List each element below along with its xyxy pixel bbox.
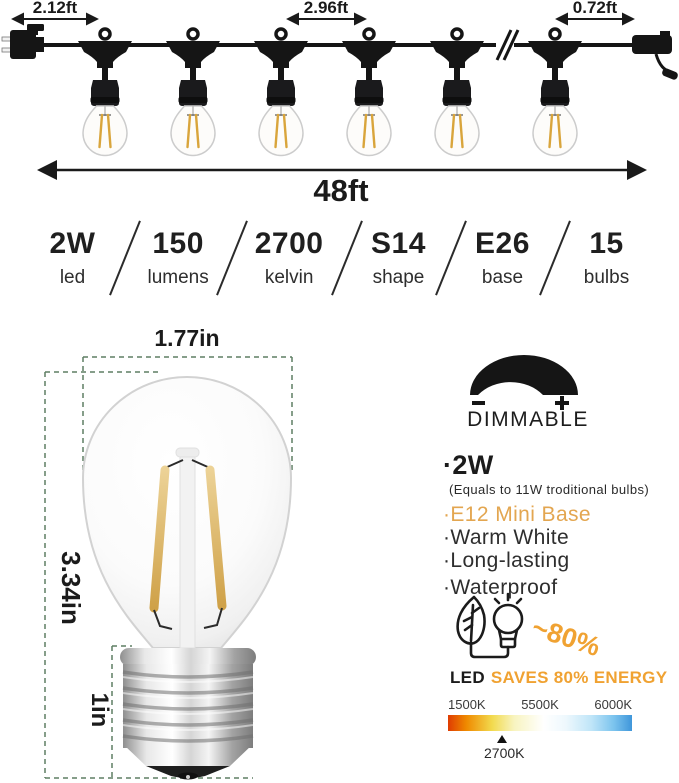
string-light-diagram: 2.12ft 2.96ft 0.72ft [1,0,678,208]
dimmable-icon [470,355,578,410]
spec-value: 2W [49,227,96,260]
height-dimension-label: 3.34in [56,551,86,625]
specs-row: 2W led 150 lumens 2700 kelvin S14 shape … [0,212,679,304]
bulb-drop-4 [340,27,398,158]
energy-saves-text: SAVES 80% ENERGY [490,668,668,687]
energy-led-text: LED [450,668,485,687]
spec-count: 15 bulbs [565,227,649,288]
power-plug [1,24,44,59]
feature-wattage-note: (Equals to 11W troditional bulbs) [449,482,650,497]
spec-value: 150 [152,227,204,260]
kelvin-marker-label: 2700K [484,745,525,761]
screw-base [120,648,256,780]
bulb-drop-2 [164,27,222,158]
feature-waterproof: ·Waterproof [443,576,558,599]
energy-savings-line: LED SAVES 80% ENERGY [450,668,667,688]
feature-lifespan: ·Long-lasting [443,549,570,572]
base-height-dimension-label: 1in [86,693,113,728]
spec-lumens: 150 lumens [135,227,222,288]
spacing-label-right: 0.72ft [573,0,618,17]
spec-label: shape [372,267,425,288]
spec-base: E26 base [461,227,545,288]
filament-left [149,465,170,613]
spec-value: 15 [589,227,624,260]
spec-value: E26 [475,227,530,260]
eco-leaf-bulb-icon [456,592,524,659]
spec-wattage: 2W led [31,227,115,288]
kelvin-label-5500: 5500K [521,697,559,712]
kelvin-scale: 1500K 5500K 6000K 2700K [448,697,632,761]
spec-value: 2700 [254,227,324,260]
spacing-label-mid: 2.96ft [304,0,349,17]
bulb-drop-3 [252,27,310,158]
spec-label: base [481,267,524,288]
spec-label: bulbs [583,267,630,288]
bulb-illustration [81,376,293,780]
kelvin-scale-labels: 1500K 5500K 6000K [448,697,632,712]
spec-label: kelvin [264,267,314,288]
feature-color: ·Warm White [443,526,570,549]
bulb-drop-6 [526,27,584,158]
total-length-label: 48ft [313,173,368,208]
width-dimension-label: 1.77in [154,325,219,351]
minus-icon [472,401,485,405]
dimension-lines [44,356,293,779]
spec-shape: S14 shape [357,227,441,288]
energy-savings-badge: ~80% [528,611,604,663]
kelvin-marker-icon [497,735,507,743]
kelvin-label-6000: 6000K [594,697,632,712]
bulb-drop-5 [428,27,486,158]
end-connector [632,31,678,80]
length-break-icon [495,28,520,62]
spec-value: S14 [371,227,426,260]
kelvin-gradient-bar [448,715,632,731]
spec-label: led [59,267,86,288]
kelvin-label-1500: 1500K [448,697,486,712]
bulb-dimension-figure: 1.77in 3.34in 1in [44,325,293,780]
spacing-label-left: 2.12ft [33,0,78,17]
bulb-drop-1 [76,27,134,158]
feature-base: ·E12 Mini Base [443,503,591,526]
plus-icon [555,396,569,410]
feature-wattage: ·2W [443,450,494,480]
filament-right [205,465,227,611]
spec-label: lumens [147,267,209,288]
spec-kelvin: 2700 kelvin [242,227,337,288]
dimmable-label: DIMMABLE [467,408,589,431]
